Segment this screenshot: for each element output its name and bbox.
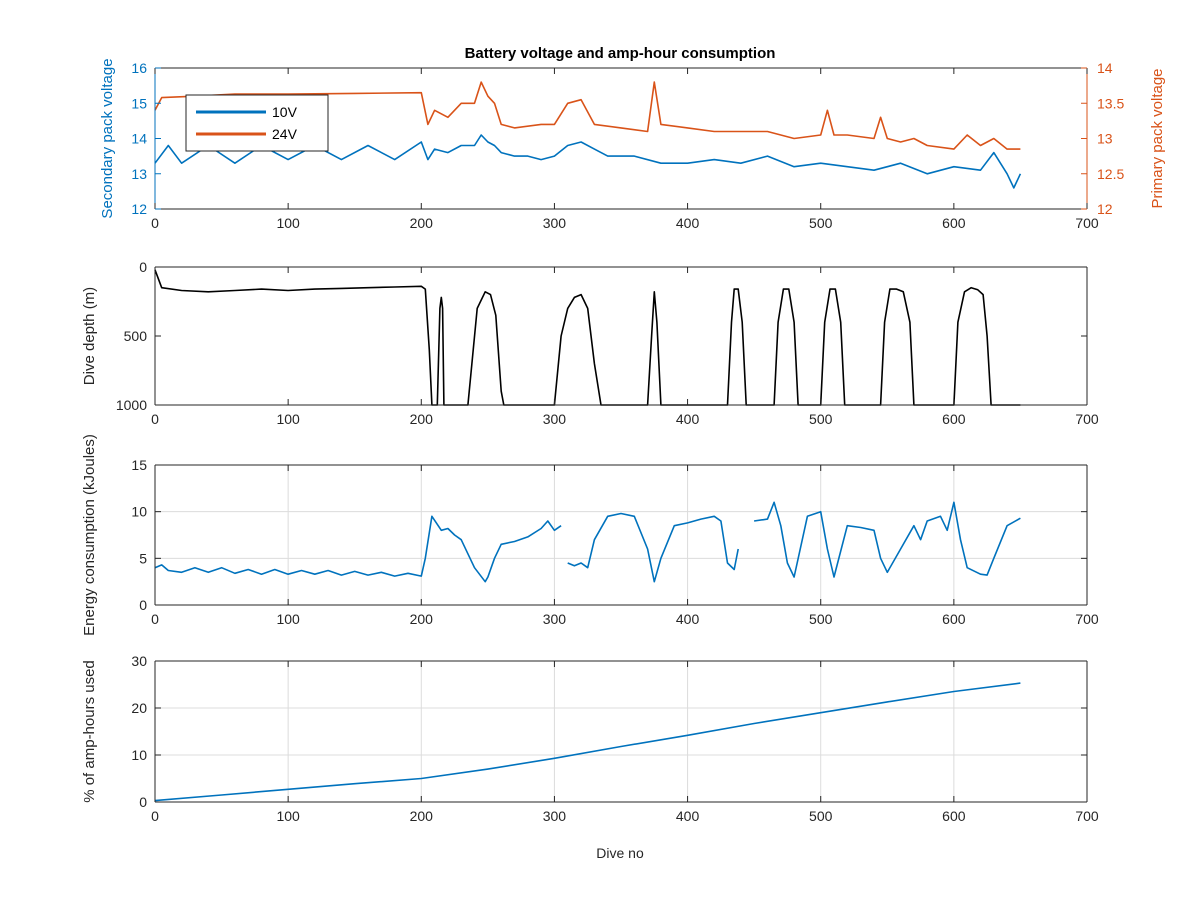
y-tick-label: 1000: [116, 397, 147, 413]
y-tick-label: 16: [131, 60, 147, 76]
x-tick-label: 700: [1075, 611, 1099, 627]
y-tick-label: 15: [131, 457, 147, 473]
y2-tick-label: 12: [1097, 201, 1113, 217]
y-tick-label: 14: [131, 131, 147, 147]
x-tick-label: 600: [942, 611, 966, 627]
y2-tick-label: 14: [1097, 60, 1113, 76]
x-tick-label: 200: [410, 611, 434, 627]
legend-label-10v: 10V: [272, 104, 298, 120]
x-tick-label: 700: [1075, 808, 1099, 824]
x-tick-label: 700: [1075, 411, 1099, 427]
y-tick-label: 10: [131, 747, 147, 763]
x-tick-label: 400: [676, 611, 700, 627]
subplot-1: [154, 67, 1088, 210]
x-tick-label: 500: [809, 808, 833, 824]
x-tick-label: 200: [410, 411, 434, 427]
x-tick-label: 600: [942, 808, 966, 824]
x-tick-label: 500: [809, 611, 833, 627]
x-tick-label: 100: [276, 215, 300, 231]
y-tick-label: 13: [131, 166, 147, 182]
y2-tick-label: 12.5: [1097, 166, 1124, 182]
x-tick-label: 300: [543, 215, 567, 231]
y-axis-label: Dive depth (m): [81, 287, 98, 385]
y2-tick-label: 13.5: [1097, 95, 1124, 111]
x-tick-label: 600: [942, 411, 966, 427]
x-tick-label: 300: [543, 611, 567, 627]
y-tick-label: 0: [139, 597, 147, 613]
series-line-1: [154, 269, 1021, 406]
x-tick-label: 400: [676, 215, 700, 231]
y-tick-label: 5: [139, 550, 147, 566]
y-tick-label: 500: [124, 328, 148, 344]
y-tick-label: 12: [131, 201, 147, 217]
x-tick-label: 100: [276, 411, 300, 427]
x-tick-label: 0: [151, 411, 159, 427]
y-tick-label: 30: [131, 653, 147, 669]
y-tick-label: 0: [139, 259, 147, 275]
y2-axis-label: Primary pack voltage: [1149, 68, 1166, 208]
x-tick-label: 100: [276, 808, 300, 824]
legend-box: [185, 94, 329, 152]
x-tick-label: 200: [410, 215, 434, 231]
x-tick-label: 200: [410, 808, 434, 824]
y-axis-label: % of amp-hours used: [81, 660, 98, 803]
x-tick-label: 600: [942, 215, 966, 231]
series-line-1: [154, 501, 1021, 583]
figure-xlabel: Dive no: [596, 845, 644, 861]
series-line-1: [154, 682, 1021, 802]
x-tick-label: 300: [543, 808, 567, 824]
series-line-24v: [154, 81, 1021, 150]
y-axis-label: Energy consumption (kJoules): [81, 434, 98, 636]
y-axis-label: Secondary pack voltage: [99, 58, 116, 218]
y-tick-label: 15: [131, 95, 147, 111]
x-tick-label: 0: [151, 215, 159, 231]
x-tick-label: 500: [809, 411, 833, 427]
x-tick-label: 400: [676, 411, 700, 427]
series-line-10v: [154, 134, 1022, 189]
x-tick-label: 700: [1075, 215, 1099, 231]
x-tick-label: 400: [676, 808, 700, 824]
x-tick-label: 0: [151, 808, 159, 824]
figure-title: Battery voltage and amp-hour consumption: [465, 45, 776, 62]
subplot-2: [154, 266, 1088, 406]
x-tick-label: 0: [151, 611, 159, 627]
x-tick-label: 100: [276, 611, 300, 627]
y-tick-label: 0: [139, 794, 147, 810]
x-tick-label: 500: [809, 215, 833, 231]
x-tick-label: 300: [543, 411, 567, 427]
legend-label-24v: 24V: [272, 126, 298, 142]
subplot-4: [154, 660, 1088, 803]
y2-tick-label: 13: [1097, 131, 1113, 147]
y-tick-label: 10: [131, 504, 147, 520]
subplot-3: [154, 464, 1088, 606]
y-tick-label: 20: [131, 700, 147, 716]
